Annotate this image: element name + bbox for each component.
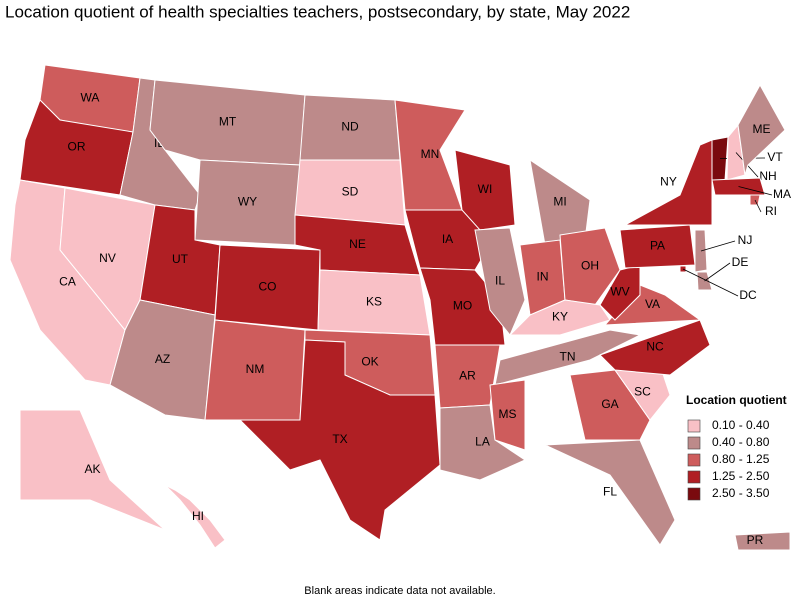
state	[599, 319, 711, 376]
state-label: IL	[495, 274, 505, 288]
state	[494, 329, 642, 386]
leader-line	[682, 268, 739, 297]
state-label: NC	[646, 340, 664, 354]
legend-label: 0.40 - 0.80	[712, 435, 770, 449]
leader-line	[704, 262, 731, 282]
state	[559, 227, 621, 306]
legend-swatch	[687, 487, 701, 501]
state-label: NM	[246, 362, 265, 376]
state-label: MS	[499, 407, 517, 421]
state-label: VA	[645, 297, 660, 311]
state	[419, 267, 506, 346]
state-label: PR	[747, 533, 764, 547]
state-label: CA	[59, 275, 76, 289]
state-label: MO	[453, 299, 472, 313]
state-label: AK	[84, 462, 100, 476]
state	[238, 339, 441, 541]
state-label: TN	[560, 350, 576, 364]
footnote: Blank areas indicate data not available.	[304, 585, 495, 597]
state-label: LA	[475, 435, 490, 449]
state-label: MT	[219, 115, 237, 129]
state-label: WY	[238, 195, 257, 209]
state-label: WV	[610, 285, 629, 299]
state-label: CO	[259, 280, 277, 294]
legend-swatch	[687, 419, 701, 433]
state-label: NJ	[738, 233, 753, 247]
state-label: NH	[759, 169, 776, 183]
state-label: SC	[634, 385, 651, 399]
state-label: DC	[739, 288, 757, 302]
state	[19, 409, 166, 531]
legend-label: 0.80 - 1.25	[712, 452, 770, 466]
legend-label: 2.50 - 3.50	[712, 486, 770, 500]
state-label: MI	[553, 195, 566, 209]
state-label: IN	[537, 270, 549, 284]
legend-title: Location quotient	[686, 393, 787, 407]
state	[737, 83, 786, 176]
state-label: RI	[765, 204, 777, 218]
map-title: Location quotient of health specialties …	[5, 2, 630, 21]
state-label: OK	[361, 355, 378, 369]
state	[734, 531, 791, 551]
state-label: WA	[81, 91, 100, 105]
state-label: NV	[99, 251, 116, 265]
state	[439, 404, 527, 481]
state-label: AZ	[155, 352, 170, 366]
state-label: DE	[732, 255, 749, 269]
state-label: NY	[660, 175, 677, 189]
state	[164, 484, 226, 549]
state-label: UT	[172, 252, 189, 266]
state-label: MA	[773, 187, 791, 201]
leader-line	[738, 186, 773, 196]
state	[489, 379, 526, 451]
state-label: AR	[459, 369, 476, 383]
legend-swatch	[687, 470, 701, 484]
state-label: KS	[366, 295, 382, 309]
state-label: OH	[581, 259, 599, 273]
legend-swatch	[687, 436, 701, 450]
leader-line	[754, 199, 762, 213]
state	[454, 149, 516, 231]
state-label: ME	[753, 122, 771, 136]
state-label: VT	[767, 150, 783, 164]
state-label: TX	[332, 432, 347, 446]
state	[544, 439, 676, 546]
state	[599, 264, 641, 321]
legend-label: 0.10 - 0.40	[712, 418, 770, 432]
state-label: PA	[650, 239, 665, 253]
state-label: ND	[341, 120, 359, 134]
legend-swatch	[687, 453, 701, 467]
state	[474, 227, 526, 336]
state-label: FL	[603, 485, 617, 499]
legend-label: 1.25 - 2.50	[712, 469, 770, 483]
state-label: MN	[421, 147, 440, 161]
states: WAORCANVIDMTWYUTAZCONMNDSDNEKSOKTXMNIAMO…	[9, 64, 791, 551]
state-label: KY	[552, 310, 568, 324]
state-label: OR	[68, 140, 86, 154]
state-label: GA	[601, 397, 618, 411]
legend: 0.10 - 0.40 0.40 - 0.80 0.80 - 1.25 1.25 - …	[687, 418, 770, 501]
state	[569, 369, 651, 441]
leader-line	[700, 240, 736, 252]
state-label: SD	[342, 185, 359, 199]
state-label: IA	[442, 232, 453, 246]
state-label: NE	[349, 237, 366, 251]
state-label: HI	[192, 509, 204, 523]
state-label: WI	[478, 182, 493, 196]
